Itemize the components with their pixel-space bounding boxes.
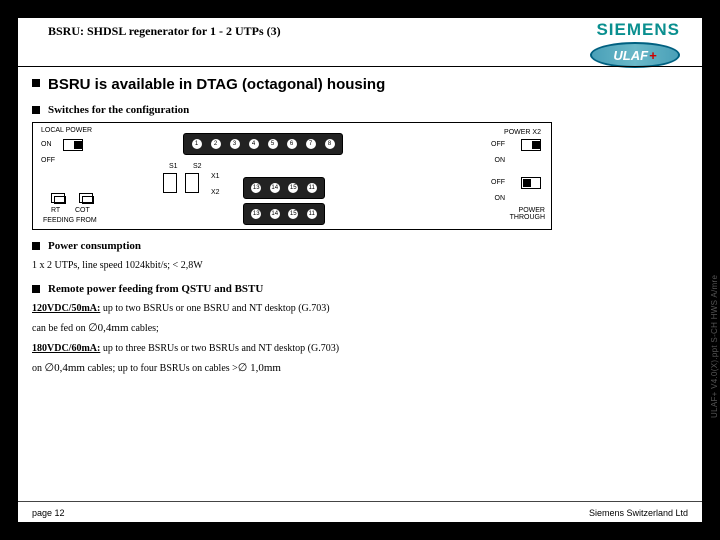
pin: 2 <box>211 139 221 149</box>
ulaf-oval: ULAF+ <box>590 42 680 68</box>
dip-x1: 13 14 15 11 <box>243 177 325 199</box>
dia-04-b: ∅0,4mm <box>45 362 85 374</box>
line-120b: can be fed on ∅0,4mm cables; <box>32 320 688 337</box>
pin: 3 <box>230 139 240 149</box>
lbl-off-2: OFF <box>491 141 505 148</box>
line-120b-tail: cables; <box>129 323 159 334</box>
pin: 15 <box>288 183 298 193</box>
siemens-logo: SIEMENS <box>596 20 680 40</box>
dip-top: 1 2 3 4 5 6 7 8 <box>183 133 343 155</box>
lbl-on-2: ON <box>495 157 506 164</box>
dia-10: ∅ 1,0mm <box>238 362 281 374</box>
lbl-x2: X2 <box>211 189 220 196</box>
pin: 14 <box>270 209 280 219</box>
bullet-main: BSRU is available in DTAG (octagonal) ho… <box>32 76 688 94</box>
lbl-on-3: ON <box>495 195 506 202</box>
line-120-text: up to two BSRUs or one BSRU and NT deskt… <box>100 303 329 314</box>
pin: 6 <box>287 139 297 149</box>
line-180-label: 180VDC/60mA: <box>32 343 100 354</box>
line-180b-a: on <box>32 363 45 374</box>
lbl-s1: S1 <box>169 163 178 170</box>
pin: 14 <box>270 183 280 193</box>
lbl-local-power: LOCAL POWER <box>41 127 92 134</box>
pin: 7 <box>306 139 316 149</box>
lbl-feeding-from: FEEDING FROM <box>43 217 97 224</box>
pin: 8 <box>325 139 335 149</box>
page-number: page 12 <box>32 508 65 518</box>
heading-main: BSRU is available in DTAG (octagonal) ho… <box>48 76 385 93</box>
pin: 15 <box>288 209 298 219</box>
lbl-off-1: OFF <box>41 157 55 164</box>
heading-remote: Remote power feeding from QSTU and BSTU <box>32 283 688 295</box>
ulaf-text: ULAF <box>613 48 648 63</box>
jack-rt <box>51 193 65 203</box>
power-line: 1 x 2 UTPs, line speed 1024kbit/s; < 2,8… <box>32 258 688 273</box>
lbl-s2: S2 <box>193 163 202 170</box>
lbl-on-1: ON <box>41 141 52 148</box>
content: BSRU is available in DTAG (octagonal) ho… <box>32 76 688 496</box>
line-180b: on ∅0,4mm cables; up to four BSRUs on ca… <box>32 360 688 377</box>
jack-cot <box>79 193 93 203</box>
dia-04-a: ∅0,4mm <box>88 322 128 334</box>
power-x2-switch <box>521 139 541 151</box>
lbl-rt: RT <box>51 207 60 214</box>
pin: 13 <box>251 209 261 219</box>
dip-x2: 13 14 15 11 <box>243 203 325 225</box>
s2-block <box>185 173 199 193</box>
pin: 13 <box>251 183 261 193</box>
line-120-label: 120VDC/50mA: <box>32 303 100 314</box>
slide: BSRU: SHDSL regenerator for 1 - 2 UTPs (… <box>18 18 702 522</box>
header-rule <box>18 66 702 67</box>
ulaf-logo: ULAF+ <box>590 42 680 68</box>
footer: page 12 Siemens Switzerland Ltd <box>32 508 688 518</box>
ulaf-plus: + <box>649 48 657 63</box>
lbl-x1: X1 <box>211 173 220 180</box>
slide-title: BSRU: SHDSL regenerator for 1 - 2 UTPs (… <box>48 24 281 39</box>
lbl-cot: COT <box>75 207 90 214</box>
line-180: 180VDC/60mA: up to three BSRUs or two BS… <box>32 341 688 356</box>
lbl-power-x2: POWER X2 <box>504 129 541 136</box>
lbl-off-3: OFF <box>491 179 505 186</box>
footer-rule <box>18 501 702 502</box>
pin: 11 <box>307 183 317 193</box>
side-text: ULAF+ V4.0(X).ppt S-CH HWS A/mre <box>710 138 719 418</box>
switch-diagram: LOCAL POWER ON OFF RT COT FEEDING FROM 1… <box>32 122 552 230</box>
heading-switches: Switches for the configuration <box>32 104 688 116</box>
local-power-switch <box>63 139 83 151</box>
line-120b-pre: can be fed on <box>32 323 88 334</box>
power-through-switch <box>521 177 541 189</box>
lbl-power-through: POWER THROUGH <box>510 207 545 221</box>
pin: 4 <box>249 139 259 149</box>
pin: 11 <box>307 209 317 219</box>
pin: 5 <box>268 139 278 149</box>
pin: 1 <box>192 139 202 149</box>
line-180-text: up to three BSRUs or two BSRUs and NT de… <box>100 343 339 354</box>
line-120: 120VDC/50mA: up to two BSRUs or one BSRU… <box>32 301 688 316</box>
header: BSRU: SHDSL regenerator for 1 - 2 UTPs (… <box>18 18 702 72</box>
heading-power: Power consumption <box>32 240 688 252</box>
s1-block <box>163 173 177 193</box>
line-180b-b: cables; up to four BSRUs on cables > <box>85 363 238 374</box>
company-name: Siemens Switzerland Ltd <box>589 508 688 518</box>
